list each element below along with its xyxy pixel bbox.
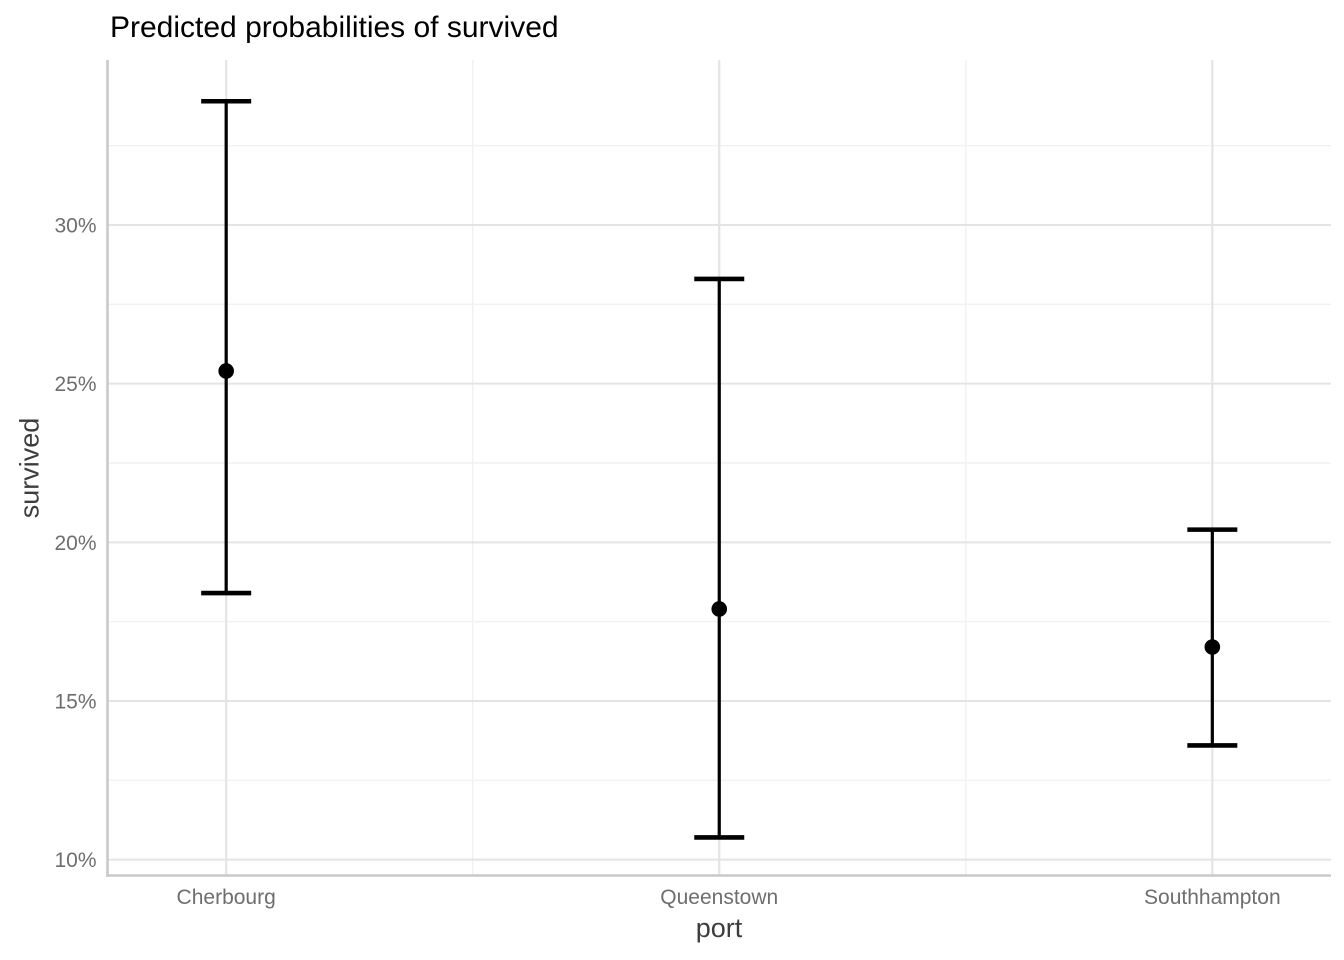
x-axis-title: port: [695, 913, 743, 943]
y-tick-label-30: 30%: [54, 215, 96, 238]
x-category-label-southhampton: Southhampton: [1144, 886, 1281, 909]
y-axis-title: survived: [14, 417, 45, 519]
y-tick-label-20: 20%: [54, 532, 96, 555]
y-tick-label-10: 10%: [54, 849, 96, 872]
x-category-label-cherbourg: Cherbourg: [177, 886, 276, 909]
estimate-point-southhampton: [1204, 639, 1221, 655]
estimate-point-queenstown: [711, 601, 728, 617]
y-tick-label-15: 15%: [54, 690, 96, 713]
x-category-label-queenstown: Queenstown: [660, 886, 778, 909]
y-tick-label-25: 25%: [54, 373, 96, 396]
chart-title: Predicted probabilities of survived: [110, 11, 559, 44]
estimate-point-cherbourg: [218, 363, 234, 379]
